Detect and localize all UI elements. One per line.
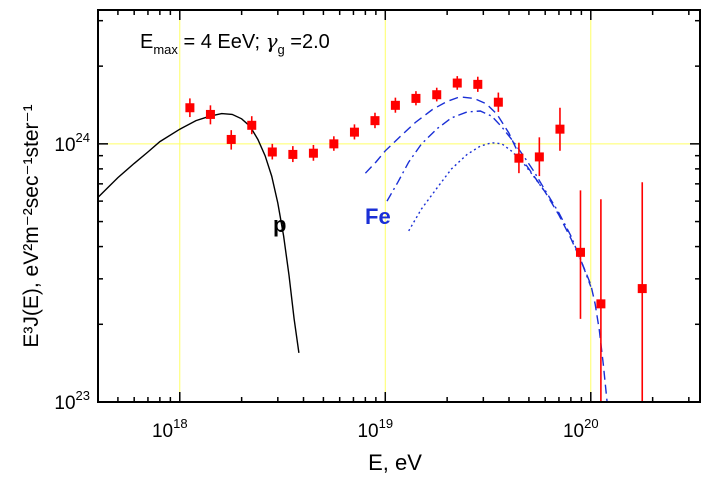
grid-lines — [98, 10, 700, 403]
data-point — [452, 78, 462, 88]
model-curve-solid — [97, 112, 300, 353]
data-point — [596, 299, 606, 309]
data-points — [185, 76, 647, 402]
data-point — [534, 152, 544, 162]
plot-frame — [97, 9, 701, 403]
data-point — [247, 120, 257, 130]
data-point — [185, 103, 195, 113]
x-axis-label: E, eV — [368, 450, 422, 475]
data-point — [390, 100, 400, 110]
proton-curve-label: p — [273, 212, 286, 237]
data-point — [575, 247, 585, 257]
x-tick-label: 1018 — [152, 416, 188, 442]
data-point — [288, 149, 298, 159]
x-tick-label: 1019 — [357, 416, 393, 442]
data-point — [267, 147, 277, 157]
y-axis-label: E³J(E), eV²m⁻²sec⁻¹ster⁻¹ — [20, 104, 43, 347]
data-point — [432, 90, 442, 100]
model-curves — [97, 96, 608, 403]
data-point — [205, 109, 215, 119]
data-point — [473, 79, 483, 89]
x-tick-label: 1020 — [563, 416, 599, 442]
data-point — [329, 139, 339, 149]
model-curve-dash — [364, 96, 608, 403]
y-tick-label: 1023 — [54, 388, 90, 414]
data-point — [308, 148, 318, 158]
data-point — [349, 127, 359, 137]
axis-ticks: 1018 1019 1020 1023 1024 — [54, 10, 700, 442]
data-point — [493, 97, 503, 107]
data-point — [411, 93, 421, 103]
data-point — [637, 284, 647, 294]
model-curve-dot — [408, 141, 546, 232]
y-tick-label: 1024 — [54, 130, 90, 156]
data-point — [226, 134, 236, 144]
data-point — [370, 116, 380, 126]
data-point — [514, 153, 524, 163]
iron-curve-label: Fe — [365, 204, 391, 229]
data-point — [555, 124, 565, 134]
model-curve-dashdot — [386, 110, 592, 287]
params-annotation: Emax = 4 EeV; γg =2.0 — [140, 29, 330, 57]
